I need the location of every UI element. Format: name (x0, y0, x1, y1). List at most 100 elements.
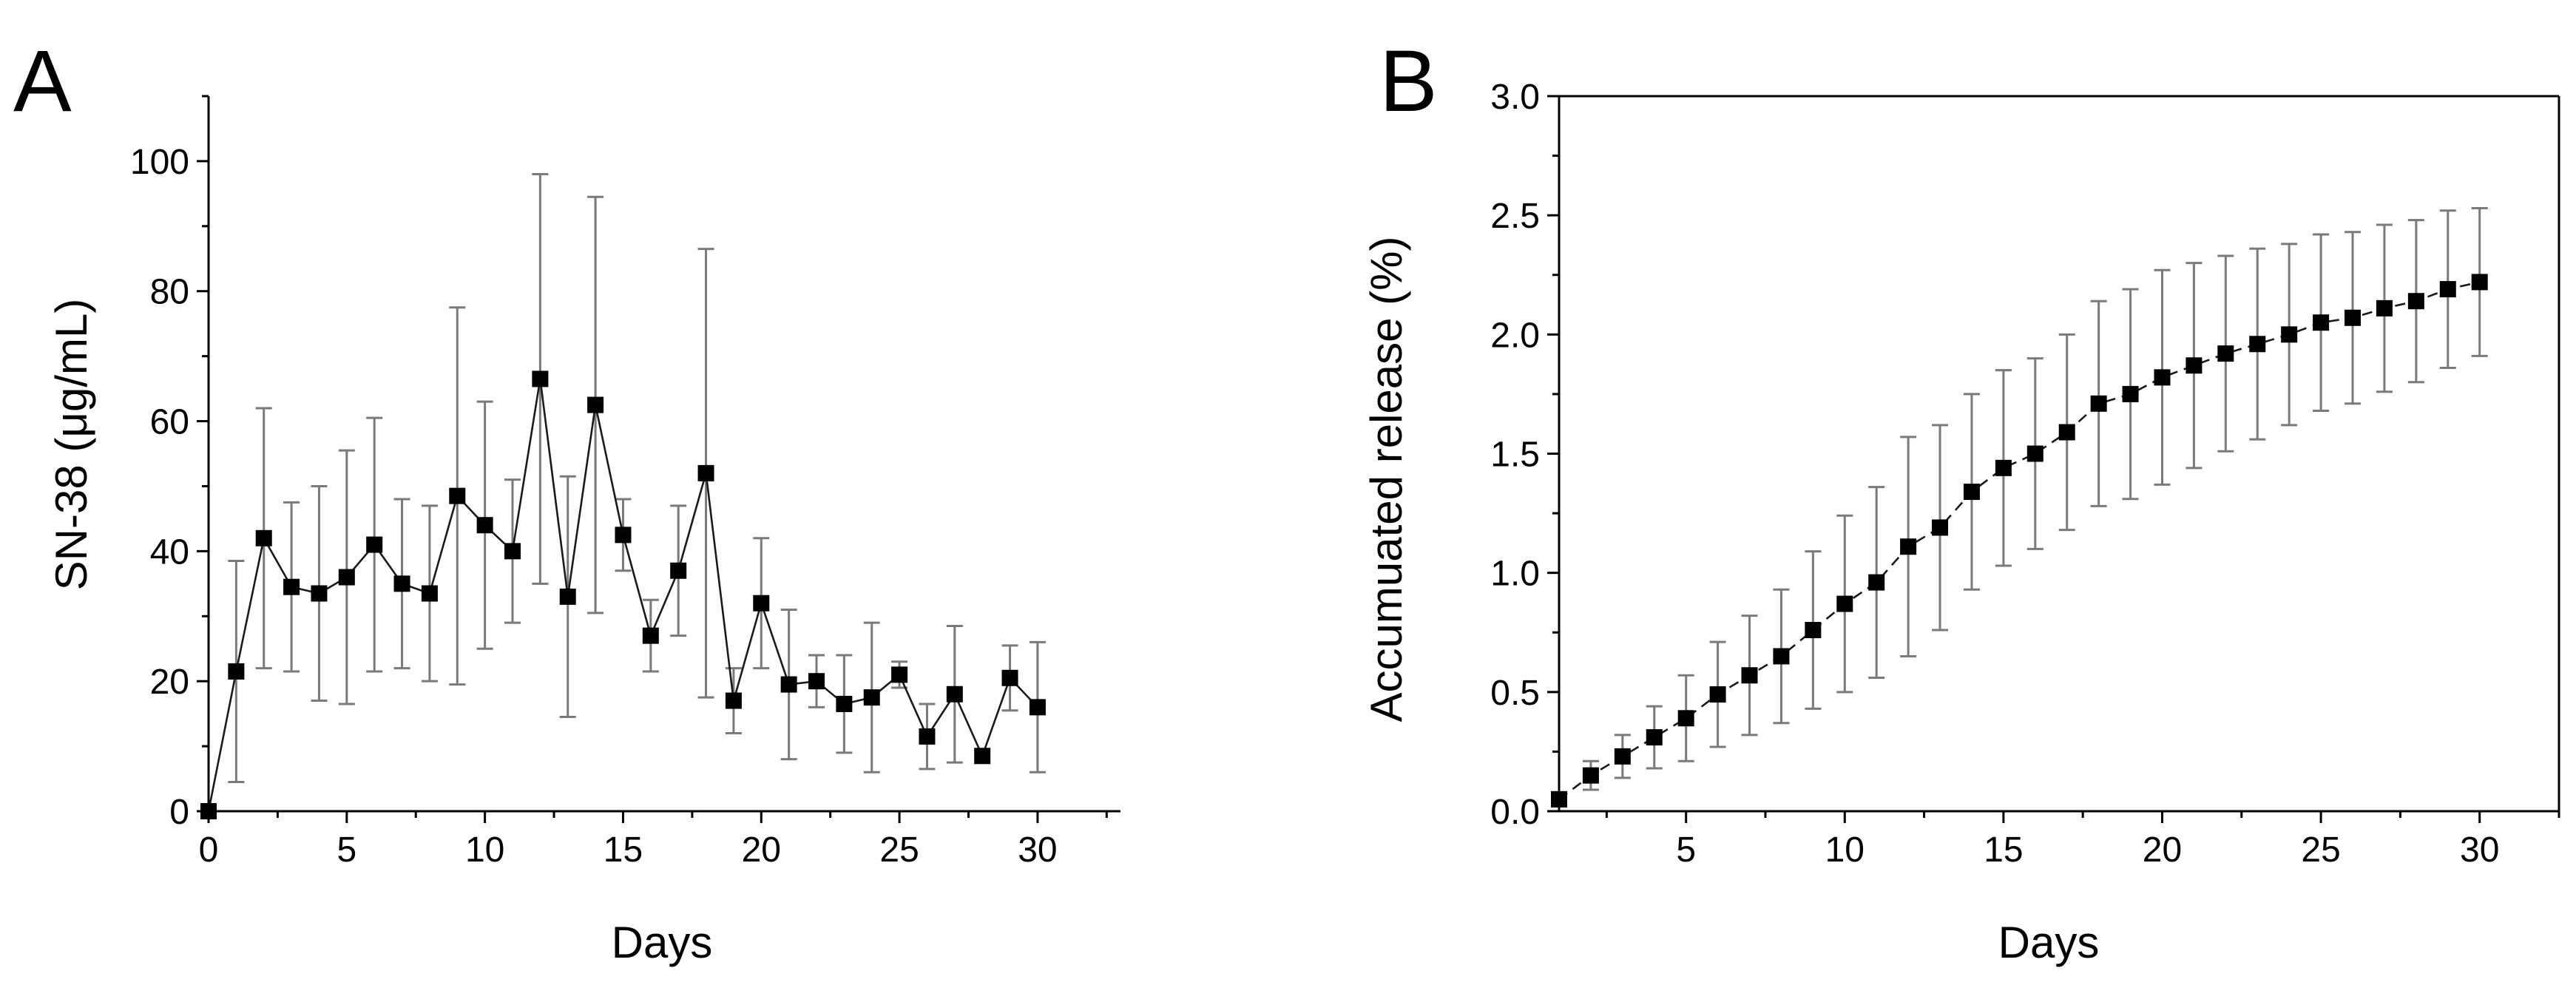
panel-b-data-point (1900, 538, 1917, 555)
panel-b-data-point (2313, 314, 2330, 331)
panel-b-ylabel: Accumuated release (%) (1362, 237, 1411, 722)
panel-b-lines (1558, 281, 2480, 800)
panel-b-y-tick-label: 1.0 (1490, 555, 1540, 594)
panel-a-data-point (808, 673, 825, 690)
panel-a-data-point (338, 569, 355, 586)
panel-a-ticks: 0 5 10 15 20 25 30 0 20 40 60 80 100 (130, 95, 1108, 870)
panel-b-xlabel: Days (1998, 918, 2100, 967)
panel-b-data-point (1836, 595, 1853, 612)
panel-b-data-point (2376, 299, 2393, 316)
panel-a-data-point (836, 695, 853, 712)
panel-a-errorbars (228, 172, 1046, 783)
panel-a-lines (207, 379, 1038, 812)
panel-b-data-point (1868, 574, 1885, 591)
panel-b-x-tick-label: 30 (2460, 830, 2499, 870)
panel-a-data-point (891, 666, 908, 683)
panel-b-x-tick-label: 10 (1825, 830, 1865, 870)
panel-a-data-point (283, 578, 300, 595)
panel-a-data-point (780, 676, 797, 693)
panel-a-y-tick-label: 0 (169, 793, 189, 832)
panel-b-data-point (1582, 767, 1599, 784)
panel-a-data-point (449, 487, 466, 504)
panel-b-data-point (2122, 385, 2139, 402)
panel-a-x-tick-label: 10 (465, 830, 504, 870)
panel-b-data-point (1995, 459, 2012, 476)
panel-a-markers (200, 370, 1046, 819)
panel-a-data-point (228, 663, 245, 680)
panel-a-series-line (207, 379, 1038, 812)
panel-b-markers (1551, 274, 2488, 808)
panel-a-x-tick-label: 0 (199, 830, 219, 870)
panel-b-data-point (1963, 484, 1980, 501)
panel-a-x-tick-label: 30 (1018, 830, 1057, 870)
panel-b-data-point (1805, 622, 1822, 639)
panel-a-data-point (946, 686, 963, 703)
panel-b-data-point (2249, 336, 2266, 353)
panel-a-x-tick-label: 20 (742, 830, 781, 870)
panel-b-data-point (2154, 369, 2171, 386)
panel-b-x-tick-label: 5 (1676, 830, 1696, 870)
panel-b-x-tick-label: 15 (1984, 830, 2023, 870)
panel-b-y-tick-label: 2.5 (1490, 197, 1540, 236)
panel-b-x-tick-label: 20 (2143, 830, 2182, 870)
panel-b-data-point (2058, 424, 2075, 441)
panel-a-chart: A SN-38 (μg/mL) Days 0 5 10 15 20 25 30 0 20 40 60… (13, 33, 1120, 967)
panel-b-data-point (2185, 357, 2203, 374)
panel-b-data-point (1709, 686, 1726, 703)
panel-b-data-point (2471, 274, 2488, 291)
panel-b-data-point (1932, 519, 1949, 536)
panel-a-data-point (919, 728, 936, 745)
panel-a-data-point (366, 536, 383, 553)
panel-b-series-line (1558, 281, 2480, 800)
panel-a-data-point (615, 527, 632, 544)
panel-b-x-tick-label: 25 (2301, 830, 2340, 870)
panel-a-y-tick-label: 80 (150, 273, 189, 312)
panel-a-x-tick-label: 5 (337, 830, 356, 870)
panel-a-data-point (559, 588, 576, 605)
panel-b-data-point (2026, 445, 2043, 462)
panel-b-data-point (2345, 309, 2362, 326)
panel-a-data-point (200, 803, 217, 819)
panel-a-y-tick-label: 20 (150, 663, 189, 702)
panel-b-y-tick-label: 3.0 (1490, 78, 1540, 117)
panel-b-data-point (2281, 326, 2298, 343)
panel-b-y-tick-label: 0.0 (1490, 793, 1540, 832)
panel-b-y-tick-label: 0.5 (1490, 674, 1540, 713)
panel-a-data-point (697, 464, 714, 481)
panel-a-data-point (532, 370, 549, 387)
panel-b-data-point (1773, 648, 1790, 665)
panel-a-y-tick-label: 60 (150, 403, 189, 442)
panel-a-data-point (587, 396, 604, 413)
panel-a-data-point (753, 595, 770, 612)
panel-a-data-point (725, 692, 742, 709)
panel-b-y-tick-label: 1.5 (1490, 436, 1540, 475)
panel-b-ticks: 5 10 15 20 25 30 0.0 0.5 1.0 1.5 2.0 2.5 3.0 (1490, 78, 2560, 870)
panel-b-data-point (1741, 667, 1758, 684)
panel-b-chart: B Accumuated release (%) Days 5 10 15 20 25 3… (1362, 33, 2560, 967)
panel-a-ylabel: SN-38 (μg/mL) (47, 299, 96, 591)
panel-a-x-tick-label: 15 (604, 830, 643, 870)
panel-b-data-point (2407, 293, 2424, 310)
panel-a-data-point (670, 562, 687, 579)
panel-a-x-tick-label: 25 (879, 830, 919, 870)
panel-a-data-point (1001, 669, 1018, 686)
panel-b-data-point (1551, 791, 1567, 808)
panel-b-y-tick-label: 2.0 (1490, 316, 1540, 355)
panel-b-data-point (2217, 345, 2234, 362)
panel-a-data-point (421, 585, 438, 602)
panel-b-label: B (1379, 33, 1438, 130)
panel-b-data-point (1646, 729, 1663, 746)
panel-a-xlabel: Days (612, 918, 713, 967)
panel-b-axes (1558, 95, 2560, 813)
panel-a-data-point (476, 517, 493, 534)
panel-a-data-point (255, 529, 272, 546)
panel-b-data-point (1614, 748, 1631, 765)
panel-a-data-point (642, 627, 659, 644)
panel-a-data-point (311, 585, 328, 602)
panel-a-y-tick-label: 40 (150, 532, 189, 572)
panel-b-data-point (2090, 395, 2107, 412)
panel-a-y-tick-label: 100 (130, 143, 189, 182)
panel-b-data-point (2439, 281, 2456, 298)
panel-a-label: A (13, 33, 72, 130)
